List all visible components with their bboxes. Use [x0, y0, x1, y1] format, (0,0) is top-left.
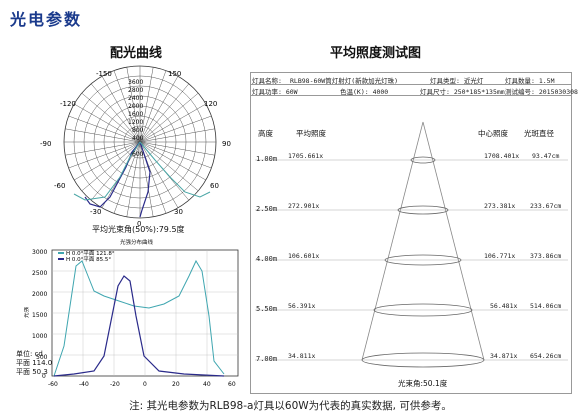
x-tick: -60: [48, 381, 58, 388]
angle-label: 60: [210, 182, 219, 190]
header-cell: RLB98-60W筒灯射灯(新款加光灯珠): [290, 77, 399, 85]
col-header-center: 中心照度: [478, 129, 508, 138]
y-tick: 1000: [32, 333, 47, 340]
y-tick: 2500: [32, 270, 47, 277]
row-avg: 106.601x: [288, 252, 320, 260]
cone-beam-angle: 光束角:50.1度: [398, 379, 448, 388]
radial-label: 2400: [128, 95, 143, 102]
row-center: 56.481x: [490, 302, 518, 310]
radial-label: 400: [132, 135, 144, 142]
intensity-line-chart: H 0.0°平面 121.8° H 0.0°平面 85.5° 3000 2500…: [24, 249, 239, 388]
angle-label: -150: [96, 70, 112, 78]
row-avg: 56.391x: [288, 302, 316, 310]
angle-label: -60: [54, 182, 65, 190]
y-tick: 500: [36, 354, 48, 361]
x-tick: -40: [79, 381, 89, 388]
row-height: 4.00m: [256, 255, 278, 263]
info-line: 平面 50.3: [16, 368, 48, 376]
illuminance-cone: [255, 121, 568, 368]
y-axis-label: 光强: [24, 306, 30, 318]
row-avg: 1705.661x: [288, 152, 324, 160]
info-line: 单位: cd: [16, 350, 43, 358]
angle-label: 90: [222, 140, 231, 148]
row-center: 1708.401x: [484, 152, 520, 160]
x-tick: 40: [203, 381, 211, 388]
y-tick: 2000: [32, 291, 47, 298]
header-cell: 灯具类型: 近光灯: [430, 77, 484, 85]
legend-item: H 0.0°平面 85.5°: [66, 256, 111, 263]
row-diameter: 233.67cm: [530, 202, 562, 210]
footnote: 注: 其光电参数为RLB98-a灯具以60W为代表的真实数据, 可供参考。: [129, 400, 452, 412]
angle-label: -30: [90, 208, 101, 216]
section-title: 光电参数: [10, 10, 83, 29]
angle-label: -120: [60, 100, 76, 108]
row-height: 2.50m: [256, 205, 278, 213]
header-cell: 灯具尺寸: 250*185*135mm: [420, 88, 505, 96]
angle-label: 0: [137, 220, 141, 228]
polar-chart: -150 150 -120 120 -90 90 -60 60 -30 30 0…: [40, 65, 231, 228]
row-diameter: 93.47cm: [532, 152, 560, 160]
row-center: 106.771x: [484, 252, 516, 260]
legend-item: H 0.0°平面 121.8°: [66, 250, 115, 257]
line-chart-info: 单位: cd 平面 114.0 平面 50.3: [16, 350, 52, 377]
radial-label: 600: [132, 151, 144, 158]
x-tick: -20: [110, 381, 120, 388]
illuminance-title: 平均照度测试图: [330, 46, 422, 61]
radial-label: 2000: [128, 103, 143, 110]
y-tick: 3000: [32, 249, 47, 256]
x-tick: 20: [172, 381, 180, 388]
radial-label: 1600: [128, 111, 143, 118]
row-diameter: 514.06cm: [530, 302, 562, 310]
x-tick: 60: [228, 381, 236, 388]
beam-angle-label: 平均光束角(50%):79.5度: [92, 225, 185, 234]
illuminance-panel: [250, 72, 572, 394]
row-height: 1.00m: [256, 155, 278, 163]
row-height: 5.50m: [256, 305, 278, 313]
col-header-diameter: 光斑直径: [524, 129, 554, 138]
line-chart-title: 光强分布曲线: [120, 240, 154, 246]
radial-label: 1200: [128, 119, 143, 126]
col-header-height: 高度: [258, 129, 273, 138]
row-height: 7.00m: [256, 355, 278, 363]
header-cell: 灯具功率: 60W: [252, 88, 298, 96]
header-cell: 灯具数量: 1.5M: [505, 77, 555, 85]
radial-label: 800: [132, 127, 144, 134]
x-tick: 0: [143, 381, 147, 388]
info-line: 平面 114.0: [16, 359, 53, 367]
row-diameter: 373.86cm: [530, 252, 562, 260]
row-center: 34.871x: [490, 352, 518, 360]
header-cell: 色温(K): 4000: [340, 88, 389, 96]
y-tick: 1500: [32, 312, 47, 319]
angle-label: -90: [40, 140, 51, 148]
header-cell: 测试编号: 2015030308: [505, 88, 578, 96]
y-tick: 0: [42, 373, 46, 380]
angle-label: 150: [168, 70, 181, 78]
polar-chart-title: 配光曲线: [110, 46, 163, 61]
row-center: 273.381x: [484, 202, 516, 210]
row-avg: 272.901x: [288, 202, 320, 210]
col-header-avg: 平均照度: [296, 129, 326, 138]
row-diameter: 654.26cm: [530, 352, 562, 360]
radial-label: 3600: [128, 79, 143, 86]
radial-label: 2800: [128, 87, 143, 94]
angle-label: 30: [174, 208, 183, 216]
header-cell: 灯具名称:: [252, 77, 282, 85]
row-avg: 34.811x: [288, 352, 316, 360]
angle-label: 120: [204, 100, 217, 108]
